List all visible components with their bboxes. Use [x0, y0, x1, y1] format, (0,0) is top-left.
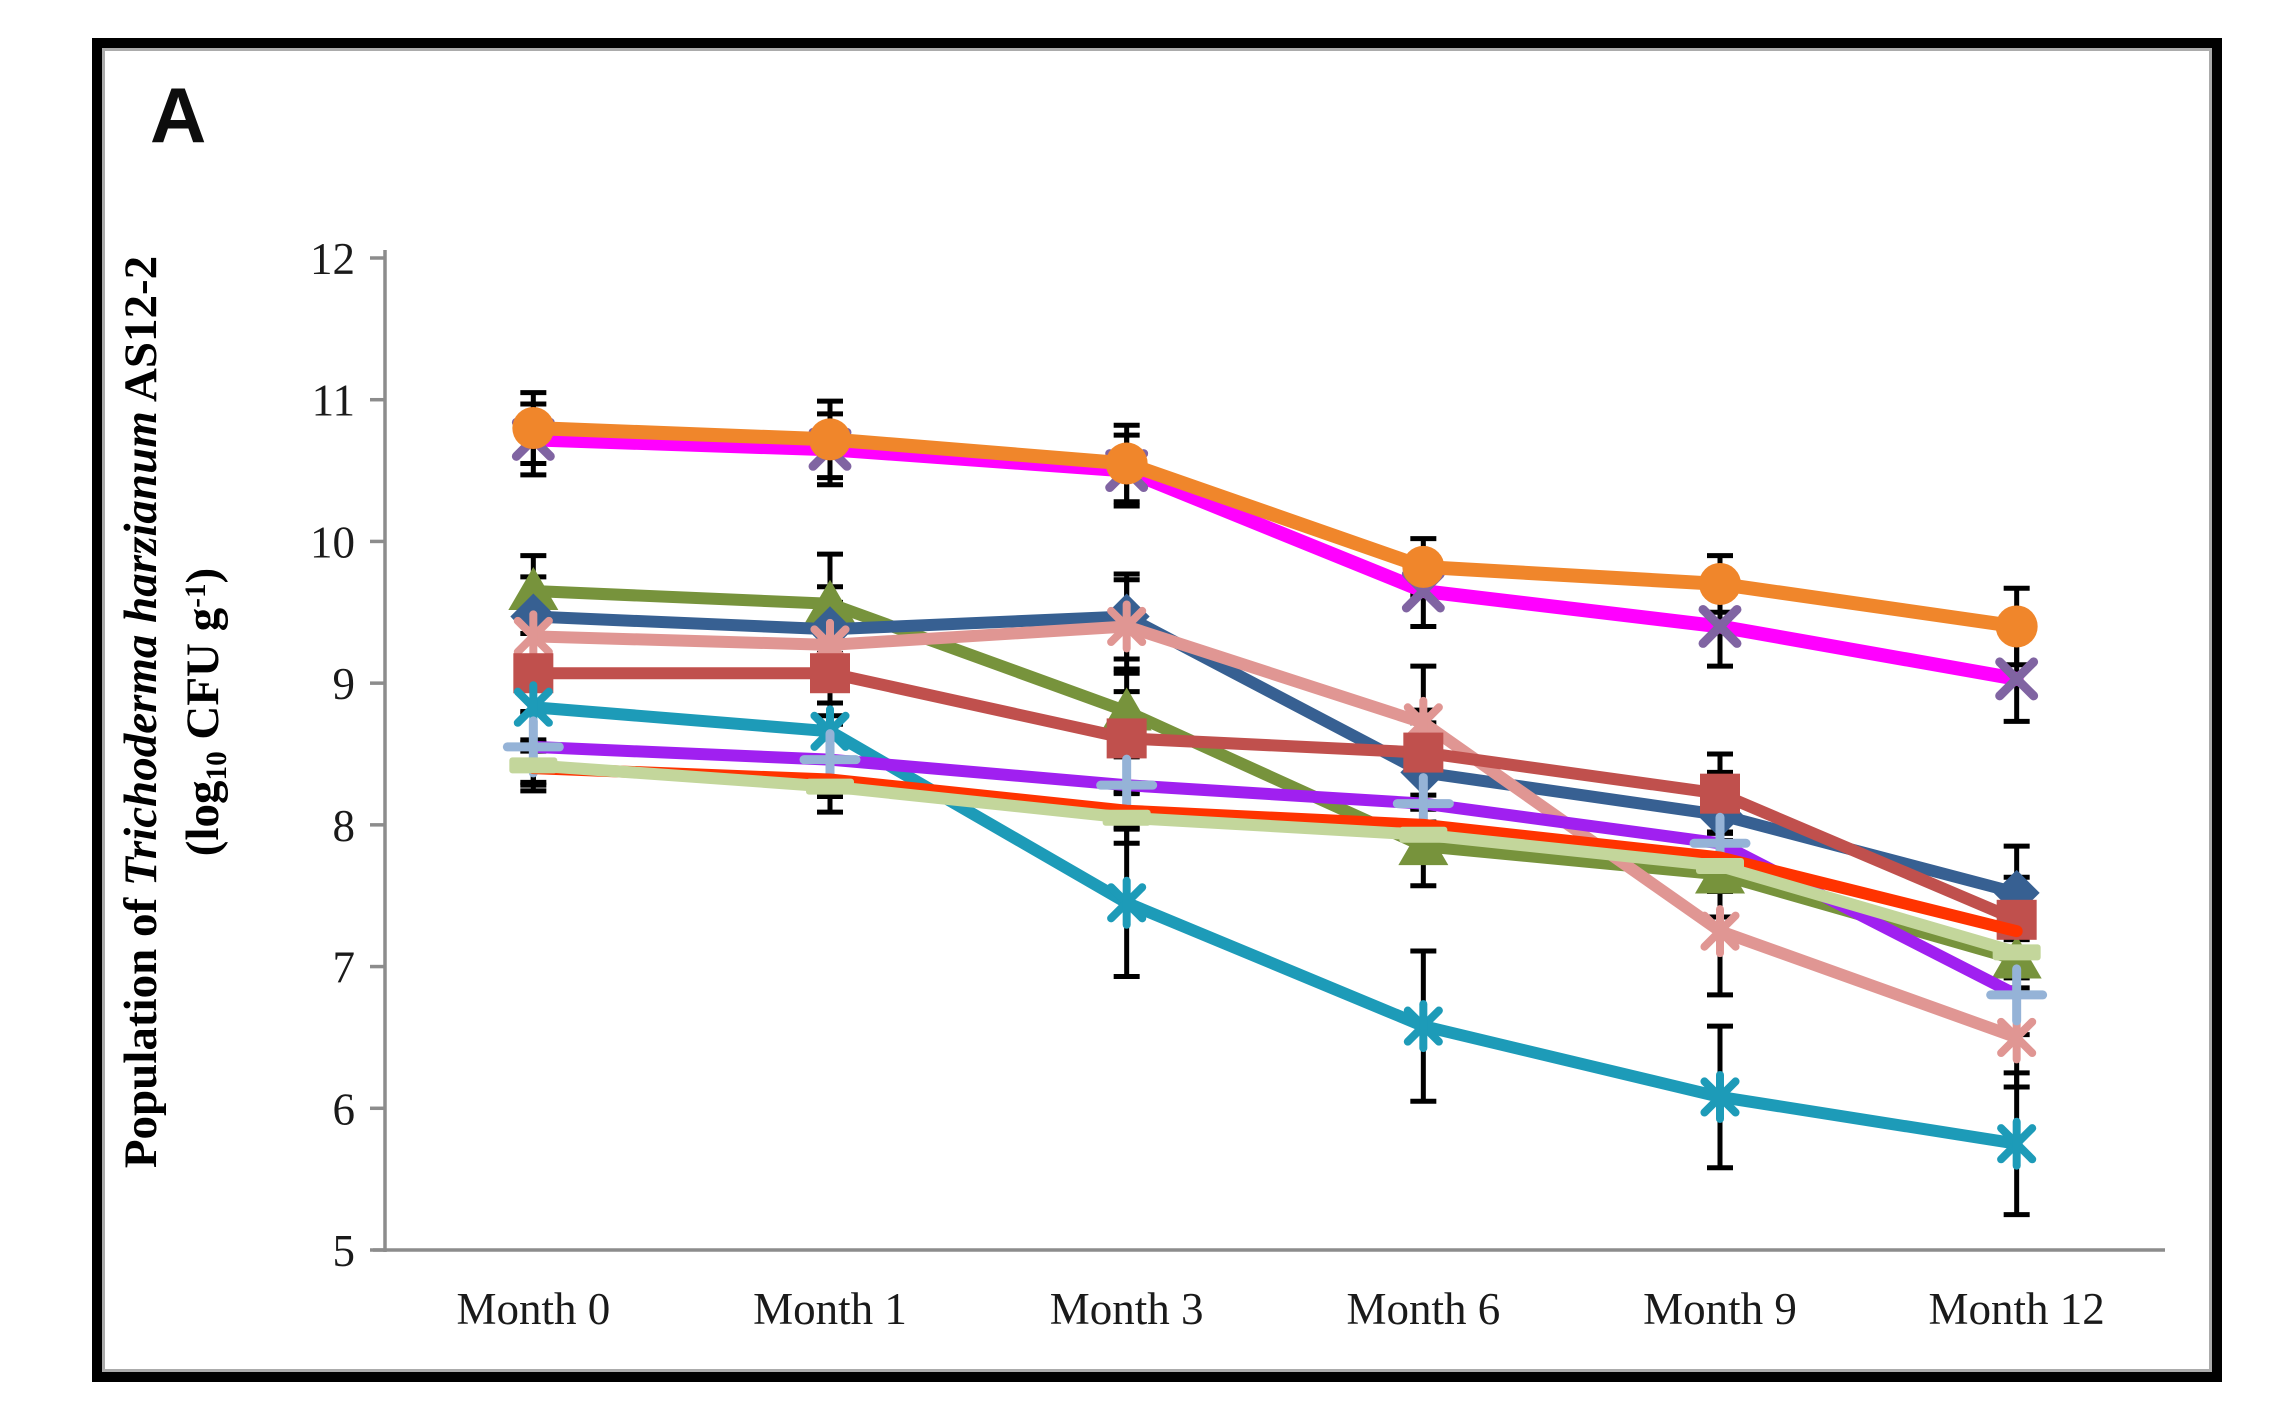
y-tick-label: 5 — [333, 1226, 356, 1276]
square-marker — [1403, 732, 1444, 773]
triangle-marker — [1398, 822, 1449, 866]
dash-marker — [1696, 857, 1744, 874]
triangle-marker — [805, 579, 855, 623]
series-line-magenta-x — [526, 432, 2024, 686]
series-brick-square — [513, 653, 2037, 940]
y-tick-label: 10 — [310, 517, 355, 567]
square-marker — [1106, 718, 1147, 759]
circle-marker — [1402, 545, 1445, 588]
y-tick-label: 11 — [312, 376, 355, 426]
dash-marker — [1399, 826, 1448, 843]
dash-marker — [1102, 809, 1151, 826]
triangle-marker — [508, 567, 559, 611]
figure-frame-inner-border — [102, 48, 2212, 1372]
series-line-blue-diamond — [527, 610, 2023, 899]
panel-label: A — [150, 71, 207, 159]
series-orange-circle — [512, 407, 2038, 648]
series-magenta-x — [511, 417, 2039, 701]
square-marker — [1700, 773, 1740, 814]
series-line-brick-square — [527, 667, 2023, 926]
dash-marker — [1992, 944, 2041, 961]
dash-marker — [806, 778, 854, 795]
axes: 5 6 7 8 9 10 11 12 Month 0 Month 1 Month 3 Month 6 M… — [310, 234, 2165, 1334]
x-category-label: Month 0 — [456, 1284, 610, 1334]
series-teal-asterisk — [513, 681, 2037, 1170]
circle-marker — [512, 407, 555, 450]
square-marker — [810, 653, 850, 694]
series-line-green-triangle — [527, 585, 2023, 966]
x-category-label: Month 1 — [753, 1284, 907, 1334]
y-tick-label: 8 — [333, 801, 356, 851]
circle-marker — [1995, 605, 2038, 648]
figure-frame — [92, 38, 2222, 1382]
series-line-orange-circle — [526, 421, 2024, 634]
series-violet-plus — [502, 716, 2048, 1026]
series-line-teal-asterisk — [527, 701, 2023, 1150]
y-tick-label: 7 — [333, 943, 356, 993]
x-category-label: Month 3 — [1050, 1284, 1204, 1334]
x-category-label: Month 9 — [1643, 1284, 1797, 1334]
x-marker — [1698, 604, 1742, 648]
y-tick-label: 6 — [333, 1084, 356, 1134]
x-marker — [1995, 657, 2039, 701]
x-category-label: Month 12 — [1929, 1284, 2105, 1334]
x-category-label: Month 6 — [1346, 1284, 1500, 1334]
circle-marker — [809, 418, 851, 461]
dash-marker — [509, 757, 558, 774]
series-line-lightgreen-dash — [527, 759, 2023, 959]
y-tick-label: 12 — [310, 234, 355, 284]
circle-marker — [1699, 562, 1741, 605]
series-line-pink-asterisk — [527, 620, 2023, 1044]
y-tick-label: 9 — [333, 659, 356, 709]
circle-marker — [1105, 442, 1148, 485]
series-lightgreen-dash — [509, 757, 2041, 961]
